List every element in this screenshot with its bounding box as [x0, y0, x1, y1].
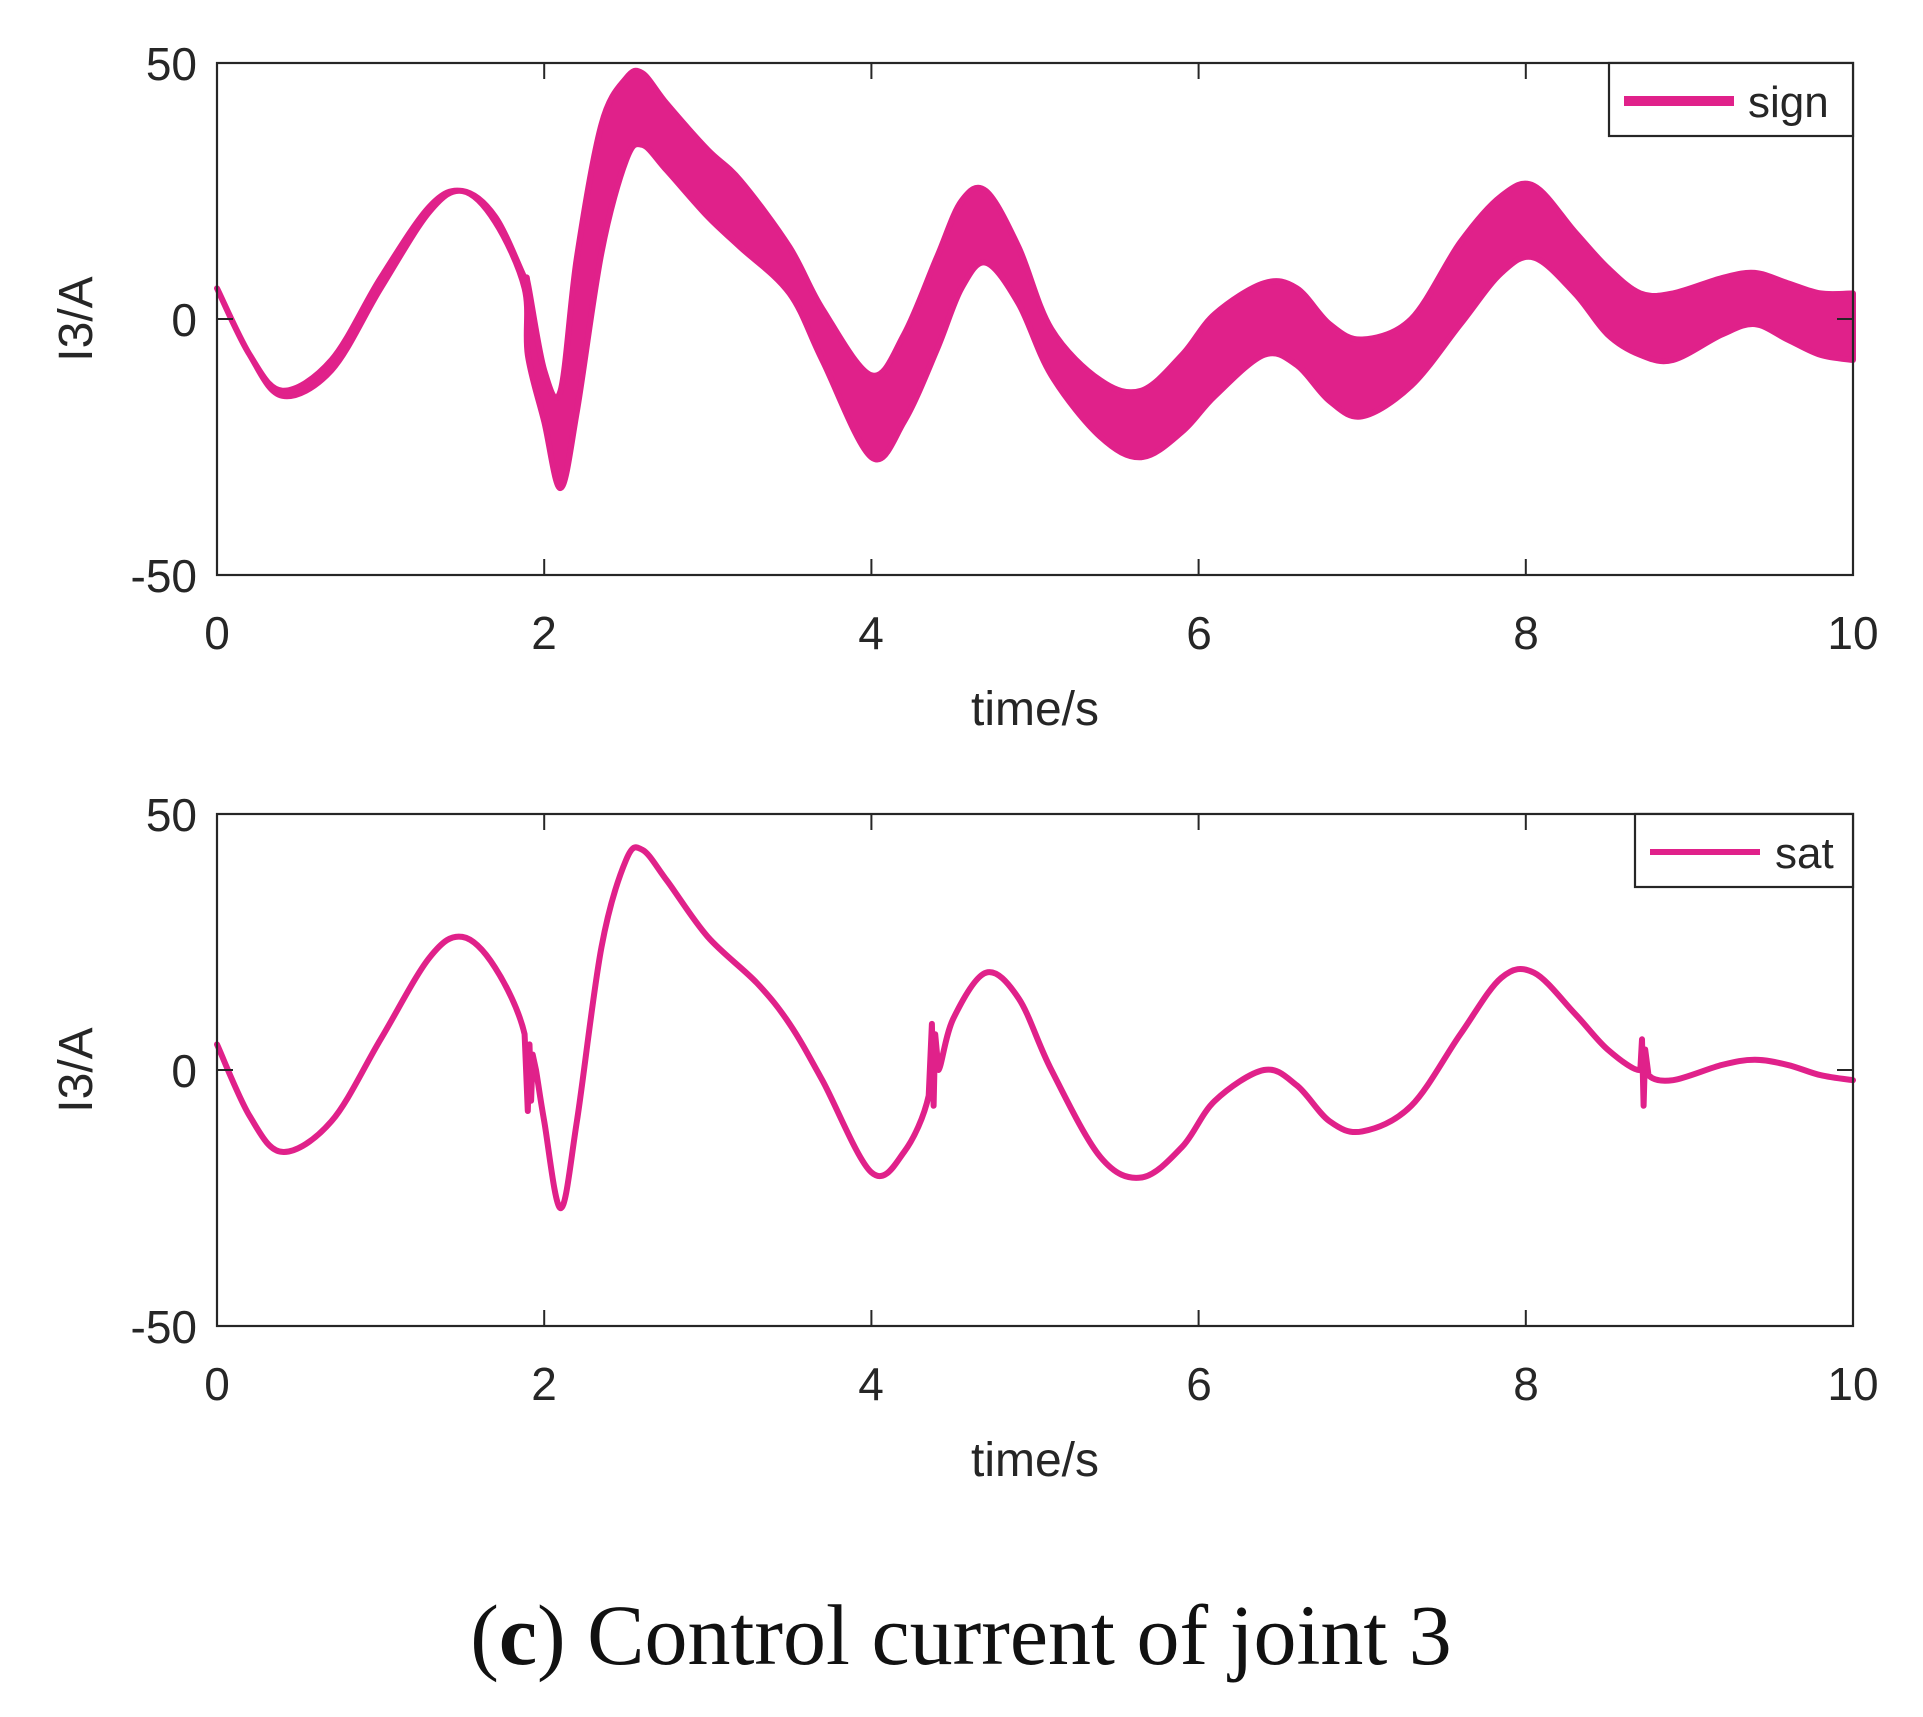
xtick-label: 4: [858, 607, 884, 659]
legend-label: sign: [1748, 78, 1829, 127]
legend-sat: sat: [1633, 812, 1855, 889]
xtick-label: 10: [1827, 1358, 1878, 1410]
xtick-label: 10: [1827, 607, 1878, 659]
xtick-label: 6: [1186, 607, 1212, 659]
legend-sign: sign: [1607, 61, 1855, 138]
ytick-label: 50: [146, 789, 197, 841]
ytick-label: -50: [131, 550, 197, 602]
caption-text: ) Control current of joint 3: [537, 1587, 1452, 1683]
caption-open-paren: (: [470, 1587, 499, 1683]
subplot-sign: 50 0 -50 0 2 4 6 8 10 time/s I3/A sign: [50, 38, 1879, 736]
plot-area-sat: [214, 844, 1856, 1212]
y-axis-label: I3/A: [50, 1027, 103, 1112]
axes-frame-sat: [215, 812, 1855, 1328]
ticks-sat: [216, 813, 1854, 1327]
caption-letter: c: [499, 1587, 537, 1683]
legend-label: sat: [1775, 829, 1834, 878]
subplot-sat: 50 0 -50 0 2 4 6 8 10 time/s I3/A sat: [50, 789, 1879, 1487]
x-axis-label: time/s: [971, 1434, 1099, 1487]
series-sat-line: [214, 844, 1856, 1212]
xtick-label: 8: [1513, 607, 1539, 659]
figure-caption: (c) Control current of joint 3: [470, 1587, 1452, 1683]
ytick-label: 50: [146, 38, 197, 90]
xtick-label: 8: [1513, 1358, 1539, 1410]
xtick-label: 2: [531, 607, 557, 659]
ytick-label: 0: [171, 1045, 197, 1097]
xtick-label: 0: [204, 1358, 230, 1410]
plot-area-sign: [214, 67, 1856, 492]
xtick-label: 0: [204, 607, 230, 659]
y-axis-label: I3/A: [50, 276, 103, 361]
xtick-label: 2: [531, 1358, 557, 1410]
series-sign-band: [214, 67, 1856, 492]
xtick-label: 6: [1186, 1358, 1212, 1410]
ytick-label: 0: [171, 294, 197, 346]
x-axis-label: time/s: [971, 683, 1099, 736]
ytick-label: -50: [131, 1301, 197, 1353]
xtick-label: 4: [858, 1358, 884, 1410]
